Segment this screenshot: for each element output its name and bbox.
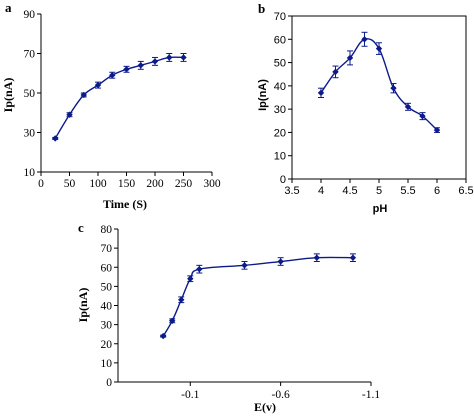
panel-b-x-tick-label: 4.5: [342, 185, 357, 197]
panel-b-x-tick-label: 5.5: [400, 185, 415, 197]
panel-c-letter: c: [78, 220, 84, 235]
panel-b-data-point: [332, 68, 339, 76]
panel-a-data-point: [151, 58, 159, 65]
panel-a-data-point: [166, 54, 173, 61]
panel-b-data-point: [361, 36, 368, 43]
panel-a-data-point: [66, 111, 73, 118]
panel-c-y-tick-label: 50: [101, 281, 113, 293]
panel-c-y-tick-label: 40: [101, 301, 113, 313]
panel-c-y-tick-label: 0: [106, 377, 112, 389]
panel-a-data-point: [109, 72, 116, 79]
panel-a-data-point: [94, 81, 102, 89]
panel-a-y-tick-label: 90: [24, 9, 36, 21]
panel-b-data-point: [317, 89, 325, 97]
panel-b-x-tick-label: 6: [434, 185, 440, 197]
panel-c-ylabel: Ip(nA): [76, 288, 90, 323]
panel-b-letter: b: [258, 1, 265, 16]
panel-a-series-line: [54, 56, 184, 139]
panel-a-y-tick-label: 50: [24, 88, 36, 100]
panel-b-y-tick-label: 20: [274, 127, 286, 139]
panel-a-data-point: [180, 54, 187, 61]
panel-c-data-point: [187, 275, 194, 282]
panel-c: c Ip(nA) E(v) 0 10 20 30 40 50 60 70 80 -0.1 -0.6 -…: [76, 220, 380, 414]
panel-a-x-tick-label: 100: [89, 178, 107, 190]
panel-c-y-tick-label: 10: [101, 358, 113, 370]
panel-a-y-tick-label: 30: [24, 128, 36, 140]
panel-b-y-tick-label: 60: [274, 34, 286, 46]
panel-b-data-point: [404, 103, 412, 111]
panel-c-data-point: [169, 317, 176, 324]
panel-a: a Ip(nA) Time (S) 10 30 50 70 90 0 50 100 150 200…: [1, 0, 221, 211]
panel-a-data-point: [123, 66, 130, 73]
panel-c-data-point: [349, 254, 357, 261]
panel-c-series-line: [162, 256, 353, 337]
panel-a-x-tick-label: 50: [64, 178, 76, 190]
panel-a-x-tick-label: 150: [118, 178, 136, 190]
panel-b-x-tick-label: 6.5: [458, 185, 473, 197]
panel-a-x-tick-label: 250: [175, 178, 193, 190]
panel-c-data-point: [313, 254, 320, 261]
panel-a-ylabel: Ip(nA): [1, 78, 15, 113]
panel-a-y-tick-label: 10: [24, 167, 36, 179]
panel-c-y-tick-label: 20: [101, 339, 113, 351]
panel-b-data-point: [346, 54, 354, 62]
panel-c-data-point: [196, 265, 203, 273]
panel-b-data-point: [433, 126, 441, 134]
panel-c-data-point: [178, 296, 185, 303]
panel-a-y-tick-label: 70: [24, 49, 36, 61]
panel-a-data-point: [137, 62, 144, 69]
panel-b-data-point: [390, 84, 397, 92]
panel-a-letter: a: [5, 0, 12, 15]
panel-b-x-tick-label: 3.5: [284, 185, 299, 197]
panel-c-y-tick-label: 30: [101, 320, 113, 332]
panel-a-x-tick-label: 0: [38, 178, 44, 190]
panel-b-y-tick-label: 0: [280, 174, 286, 186]
panel-c-data-point: [241, 262, 248, 269]
panel-b-y-tick-label: 40: [274, 81, 286, 93]
panel-b-y-tick-label: 10: [274, 151, 286, 163]
panel-b-y-tick-label: 70: [274, 11, 286, 23]
panel-b-xlabel: pH: [373, 203, 388, 215]
panel-a-xlabel: Time (S): [103, 197, 147, 211]
panel-c-y-tick-label: 70: [101, 243, 113, 255]
panel-c-y-tick-label: 60: [101, 262, 113, 274]
panel-b-y-tick-label: 30: [274, 104, 286, 116]
panel-b-data-point: [419, 112, 426, 120]
panel-c-xlabel: E(v): [254, 400, 276, 414]
panel-a-x-tick-label: 300: [203, 178, 221, 190]
panel-a-x-tick-label: 200: [146, 178, 164, 190]
panel-c-data-point: [277, 258, 284, 265]
panel-c-x-tick-label: -0.1: [181, 389, 199, 401]
panel-c-y-tick-label: 80: [101, 224, 113, 236]
panel-b-y-tick-label: 50: [274, 58, 286, 70]
panel-b-x-tick-label: 4: [318, 185, 324, 197]
panel-a-data-point: [52, 135, 59, 142]
panel-b-ylabel: Ip(nA): [257, 79, 269, 111]
panel-c-data-point: [159, 332, 167, 340]
panel-b: b Ip(nA) pH 0 10 20 30 40 50 60 70 3.5 4 4.5 5 5.5 6 6…: [257, 1, 474, 215]
panel-b-x-tick-label: 5: [376, 185, 382, 197]
panel-c-x-tick-label: -1.1: [362, 389, 380, 401]
panel-c-x-tick-label: -0.6: [272, 389, 290, 401]
panel-b-data-point: [375, 45, 383, 52]
panel-a-data-point: [80, 91, 87, 99]
